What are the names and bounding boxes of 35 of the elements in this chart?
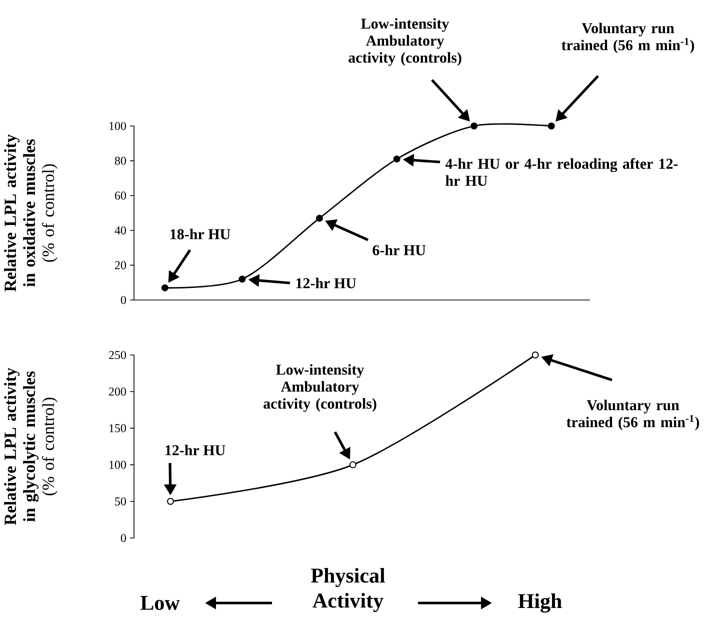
point [532, 352, 539, 358]
y-tick-label: 80 [114, 156, 126, 165]
y-axis-title: Relative LPL activity in oxidative muscles (% of control) [4, 134, 58, 292]
point [316, 214, 323, 222]
y-tick-label: 150 [110, 424, 126, 432]
point [393, 156, 400, 163]
annotation: 6-hr HU [372, 244, 426, 256]
annotation: Low-intensity Ambulatory activity (controls) [264, 364, 376, 412]
annotation: 18-hr HU [170, 228, 230, 240]
y-tick-label: 60 [114, 192, 126, 200]
y-tick-label: 40 [114, 226, 126, 234]
point [349, 461, 356, 468]
text: Low-intensity Ambulatory activity (controls) [348, 18, 462, 66]
y-tick-label: 100 [110, 122, 126, 130]
y-tick-label: 50 [115, 497, 126, 506]
point [238, 276, 246, 283]
annotation: 12-hr HU [296, 278, 356, 288]
text: Low [140, 596, 180, 610]
y-tick-label: 250 [109, 350, 126, 360]
point [548, 122, 555, 130]
point [470, 122, 478, 130]
annotation: Voluntary run trained (56 m min$^{-1}$) [566, 400, 700, 430]
point [161, 284, 168, 292]
y-tick-label: 100 [110, 460, 126, 469]
y-tick-label: 0 [120, 296, 126, 304]
text: Voluntary run trained (56 m min$^{-1}$) [562, 22, 694, 54]
annotation: 12-hr HU [166, 444, 226, 456]
annotation: 4-hr HU or 4-hr reloading after 12-hr HU [445, 158, 678, 186]
y-tick-label: 0 [120, 534, 126, 542]
text: High [518, 593, 562, 613]
y-axis-title: Relative LPL activity in glycolytic muscles (% of control) [4, 368, 58, 526]
x-axis-title: Physical Activity [311, 568, 385, 612]
y-tick-label: 200 [109, 388, 126, 396]
y-tick-label: 20 [115, 261, 126, 270]
point [166, 498, 174, 505]
